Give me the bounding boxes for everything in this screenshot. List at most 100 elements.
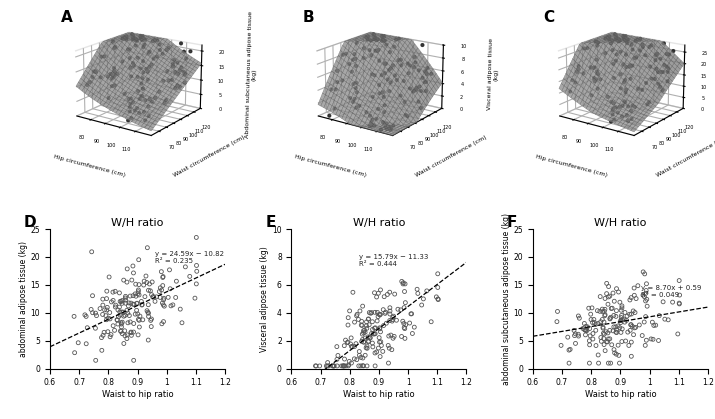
Point xyxy=(616,303,628,309)
Point xyxy=(314,362,325,369)
Point xyxy=(593,352,604,358)
Point xyxy=(374,311,385,318)
Point xyxy=(608,312,619,319)
Point xyxy=(144,287,156,294)
Point xyxy=(139,293,151,300)
Point xyxy=(79,311,91,318)
Point xyxy=(132,300,143,307)
Point xyxy=(106,299,117,305)
Point xyxy=(620,338,631,344)
Point xyxy=(628,308,639,314)
Point xyxy=(602,339,613,345)
Point xyxy=(358,329,370,336)
Title: W/H ratio: W/H ratio xyxy=(594,218,646,228)
Text: y = 8.70x + 0.59
R² = 0.049: y = 8.70x + 0.59 R² = 0.049 xyxy=(641,285,701,298)
Point xyxy=(580,331,591,338)
Point xyxy=(72,339,84,346)
Point xyxy=(616,312,627,319)
Point xyxy=(115,327,127,334)
Point xyxy=(320,362,332,369)
Point xyxy=(125,329,137,336)
Point xyxy=(606,305,617,312)
Point xyxy=(322,359,333,366)
Point xyxy=(596,306,608,313)
Point xyxy=(604,336,616,342)
Point xyxy=(90,310,102,316)
Point xyxy=(342,314,354,321)
Point xyxy=(123,303,134,309)
Point xyxy=(360,352,371,359)
Point xyxy=(367,318,378,325)
Point xyxy=(351,356,363,363)
Text: y = 24.59x − 10.82
R² = 0.235: y = 24.59x − 10.82 R² = 0.235 xyxy=(155,251,224,264)
Point xyxy=(340,362,352,369)
Point xyxy=(628,331,639,338)
Point xyxy=(363,334,374,340)
Point xyxy=(593,360,604,367)
Point xyxy=(100,312,112,319)
Point xyxy=(659,316,671,323)
Text: E: E xyxy=(265,215,275,230)
Point xyxy=(583,360,595,367)
Point xyxy=(342,339,354,346)
Point xyxy=(648,322,659,329)
Point xyxy=(331,356,342,363)
Point xyxy=(674,300,685,306)
Point xyxy=(164,266,175,273)
Point xyxy=(143,287,154,294)
Text: F: F xyxy=(507,215,517,230)
Point xyxy=(615,319,626,326)
Point xyxy=(355,362,367,369)
Point xyxy=(120,293,132,300)
Point xyxy=(388,313,399,320)
Point xyxy=(310,362,321,369)
Point xyxy=(354,308,365,314)
Point xyxy=(362,345,373,352)
Point xyxy=(352,316,364,323)
Point xyxy=(631,295,642,302)
Point xyxy=(584,333,596,339)
Point xyxy=(356,338,368,345)
Point xyxy=(191,268,202,274)
Point xyxy=(636,332,648,339)
Point xyxy=(357,303,368,310)
Point xyxy=(336,362,347,369)
Point xyxy=(594,293,606,300)
Point xyxy=(142,307,153,314)
Point xyxy=(384,304,395,311)
Point xyxy=(114,309,126,316)
Point xyxy=(127,292,139,299)
Text: B: B xyxy=(302,10,314,25)
Point xyxy=(69,349,80,356)
Point xyxy=(586,305,598,311)
Point xyxy=(101,295,112,302)
Text: A: A xyxy=(61,10,72,25)
Point xyxy=(170,294,182,301)
Point xyxy=(116,323,127,330)
Point xyxy=(164,285,176,292)
Text: D: D xyxy=(24,215,36,230)
Point xyxy=(118,340,129,347)
Point xyxy=(619,319,631,326)
Point xyxy=(174,306,186,313)
Point xyxy=(101,288,112,295)
Point xyxy=(599,347,611,354)
Point xyxy=(568,327,580,334)
Point xyxy=(622,329,633,336)
Point xyxy=(149,298,161,305)
Point xyxy=(610,329,621,336)
Point xyxy=(595,334,606,341)
Point xyxy=(626,353,637,360)
Point xyxy=(578,320,590,327)
Point xyxy=(121,335,132,342)
Point xyxy=(191,262,202,269)
Point xyxy=(366,309,378,316)
Point xyxy=(599,313,611,319)
Point xyxy=(399,335,410,342)
Point xyxy=(577,325,588,332)
Point xyxy=(128,269,139,276)
Point xyxy=(138,282,149,288)
Point xyxy=(346,360,358,366)
Point xyxy=(140,273,152,279)
Point xyxy=(142,244,153,251)
